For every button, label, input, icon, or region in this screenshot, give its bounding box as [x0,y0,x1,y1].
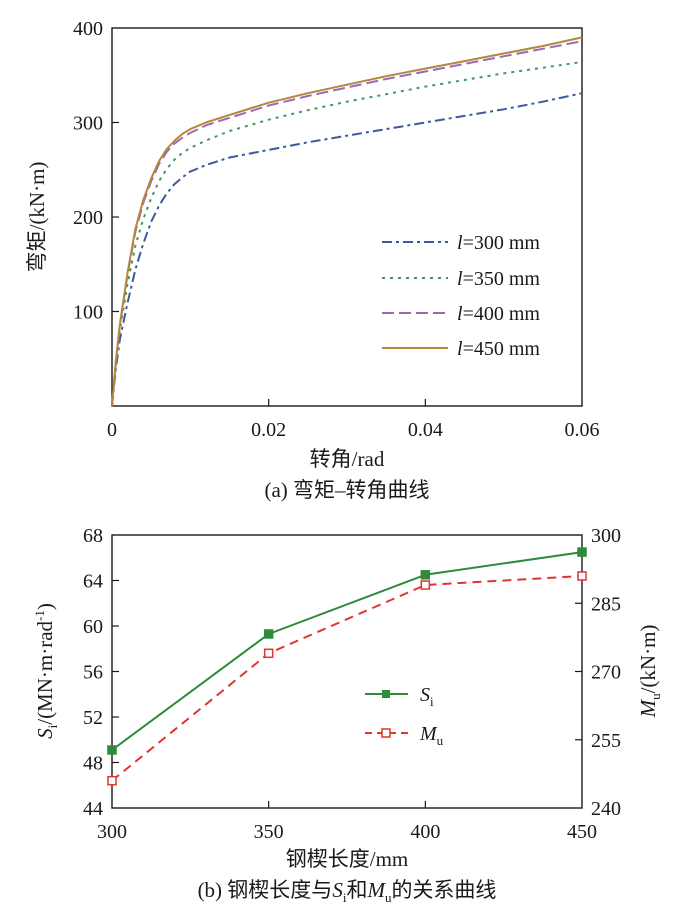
y-tick-label-a: 100 [73,302,103,324]
y-tick-label-a: 400 [73,18,103,40]
legend-marker-mu [381,728,391,738]
series-line-mu [111,575,583,782]
data-point-si [420,570,431,580]
legend-marker-si [382,690,390,698]
y-tick-label-a: 200 [73,207,103,229]
caption-a: (a) 弯矩–转角曲线 [264,478,429,502]
x-tick-label-a: 0 [107,419,117,441]
y-tick-label-left-b: 44 [83,798,103,820]
legend-label-l350: l=350 mm [457,268,540,290]
data-point-mu [263,648,274,659]
legend-label-l450: l=450 mm [457,338,540,360]
y-tick-label-left-b: 68 [83,525,103,547]
wedge-length-chart: 300 350 400 450 44 48 52 56 60 64 68 240 255 270 285 30… [32,525,663,905]
y-tick-label-a: 300 [73,113,103,135]
y-tick-label-right-b: 300 [591,525,621,547]
series-line-si [111,551,583,751]
legend-label-l400: l=400 mm [457,303,540,325]
data-point-mu [577,571,587,581]
axis-ticks-a: 0 0.02 0.04 0.06 100 200 300 400 [73,18,600,441]
legend-label-l300: l=300 mm [457,232,540,254]
y-tick-label-left-b: 48 [83,753,103,775]
y-tick-label-left-b: 64 [83,571,103,593]
series-lines-b [107,547,587,786]
x-tick-label-a: 0.06 [565,419,600,441]
y-tick-label-right-b: 255 [591,730,621,752]
legend-label-si: Si [420,684,434,709]
legend-label-mu: Mu [419,723,444,748]
series-line-1 [111,92,583,407]
x-tick-label-b: 400 [410,821,440,843]
series-line-4 [111,36,583,407]
y-axis-label-left-b: Si/(MN·m·rad-1) [32,603,60,739]
data-point-si [263,629,274,639]
axis-ticks-b: 300 350 400 450 44 48 52 56 60 64 68 240 255 270 285 30… [83,525,621,843]
x-tick-label-b: 300 [97,821,127,843]
x-tick-label-a: 0.02 [251,419,286,441]
x-tick-label-a: 0.04 [408,419,443,441]
legend-a: l=300 mm l=350 mm l=400 mm l=450 mm [382,232,540,360]
y-tick-label-left-b: 52 [83,707,103,729]
caption-b: (b) 钢楔长度与Si和Mu的关系曲线 [198,878,497,905]
y-axis-label-a: 弯矩/(kN·m) [25,162,49,273]
y-tick-label-left-b: 60 [83,616,103,638]
y-axis-label-right-b: Mu/(kN·m) [636,625,663,719]
plot-frame-b [111,534,583,809]
x-tick-label-b: 450 [567,821,597,843]
data-point-mu [420,580,431,590]
data-point-mu [107,775,117,786]
x-axis-label-a: 转角/rad [310,447,385,471]
y-tick-label-right-b: 285 [591,593,621,615]
data-point-si [107,745,117,755]
moment-rotation-chart: 0 0.02 0.04 0.06 100 200 300 400 转角/rad 弯矩/(kN·… [25,18,600,502]
x-tick-label-b: 350 [254,821,284,843]
y-tick-label-left-b: 56 [83,662,103,684]
data-point-si [577,547,587,557]
x-axis-label-b: 钢楔长度/mm [286,847,409,871]
y-tick-label-right-b: 240 [591,798,621,820]
y-tick-label-right-b: 270 [591,662,621,684]
legend-b: Si Mu [365,684,444,748]
series-lines-a [111,36,583,407]
